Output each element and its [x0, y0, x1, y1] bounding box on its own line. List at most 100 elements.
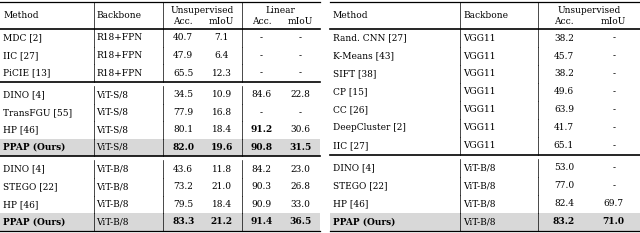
Text: -: - [612, 34, 615, 43]
Text: VGG11: VGG11 [463, 105, 495, 114]
Text: mIoU: mIoU [209, 17, 234, 26]
Text: VGG11: VGG11 [463, 141, 495, 150]
Text: Backbone: Backbone [463, 11, 508, 20]
Text: R18+FPN: R18+FPN [96, 33, 142, 42]
Text: 6.4: 6.4 [214, 51, 228, 60]
Text: 38.2: 38.2 [554, 69, 574, 79]
Text: -: - [612, 141, 615, 150]
Text: 65.5: 65.5 [173, 69, 193, 78]
Text: Unsupervised: Unsupervised [171, 6, 234, 15]
Text: 90.8: 90.8 [250, 143, 273, 152]
Text: 82.0: 82.0 [172, 143, 194, 152]
Text: Method: Method [3, 11, 38, 20]
Text: -: - [260, 69, 263, 78]
Text: 16.8: 16.8 [212, 108, 232, 117]
Text: CC [26]: CC [26] [333, 105, 368, 114]
Text: Acc.: Acc. [173, 17, 193, 26]
Text: 65.1: 65.1 [554, 141, 574, 150]
Text: 79.5: 79.5 [173, 200, 193, 209]
Text: ViT-B/8: ViT-B/8 [96, 217, 129, 226]
Text: 38.2: 38.2 [554, 34, 574, 43]
Text: 7.1: 7.1 [214, 33, 228, 42]
Text: Backbone: Backbone [96, 11, 141, 20]
Text: VGG11: VGG11 [463, 34, 495, 43]
Text: PPAP (Ours): PPAP (Ours) [3, 143, 65, 152]
Text: 22.8: 22.8 [290, 90, 310, 99]
Text: Acc.: Acc. [252, 17, 271, 26]
Text: ViT-S/8: ViT-S/8 [96, 90, 128, 99]
Text: VGG11: VGG11 [463, 123, 495, 132]
Text: 10.9: 10.9 [212, 90, 232, 99]
Text: HP [46]: HP [46] [333, 199, 368, 208]
Text: 31.5: 31.5 [289, 143, 311, 152]
Text: -: - [612, 181, 615, 190]
Text: ViT-B/8: ViT-B/8 [96, 182, 129, 191]
Text: 40.7: 40.7 [173, 33, 193, 42]
Text: -: - [298, 108, 301, 117]
Text: -: - [612, 69, 615, 79]
Text: 47.9: 47.9 [173, 51, 193, 60]
Text: Rand. CNN [27]: Rand. CNN [27] [333, 34, 406, 43]
Text: Method: Method [333, 11, 368, 20]
Text: 82.4: 82.4 [554, 199, 574, 208]
Text: -: - [612, 123, 615, 132]
Text: 83.2: 83.2 [553, 217, 575, 226]
Text: MDC [2]: MDC [2] [3, 33, 42, 42]
Text: ViT-B/8: ViT-B/8 [96, 165, 129, 174]
Text: 49.6: 49.6 [554, 87, 574, 96]
Text: ViT-B/8: ViT-B/8 [463, 163, 495, 172]
Text: 90.9: 90.9 [252, 200, 271, 209]
Bar [0, 213, 320, 231]
Text: K-Means [43]: K-Means [43] [333, 51, 394, 61]
Text: 84.6: 84.6 [252, 90, 271, 99]
Text: 80.1: 80.1 [173, 125, 193, 134]
Text: Unsupervised: Unsupervised [557, 6, 620, 15]
Text: 30.6: 30.6 [290, 125, 310, 134]
Text: -: - [260, 33, 263, 42]
Text: 43.6: 43.6 [173, 165, 193, 174]
Text: 84.2: 84.2 [252, 165, 271, 174]
Bar [330, 213, 640, 231]
Text: ViT-B/8: ViT-B/8 [463, 181, 495, 190]
Text: ViT-B/8: ViT-B/8 [463, 199, 495, 208]
Text: STEGO [22]: STEGO [22] [3, 182, 58, 191]
Text: 18.4: 18.4 [212, 200, 232, 209]
Bar [0, 139, 320, 156]
Text: 23.0: 23.0 [290, 165, 310, 174]
Text: 91.2: 91.2 [250, 125, 273, 134]
Text: PPAP (Ours): PPAP (Ours) [3, 217, 65, 226]
Text: TransFGU [55]: TransFGU [55] [3, 108, 72, 117]
Text: VGG11: VGG11 [463, 69, 495, 79]
Text: 77.0: 77.0 [554, 181, 574, 190]
Text: CP [15]: CP [15] [333, 87, 367, 96]
Text: Acc.: Acc. [554, 17, 574, 26]
Text: R18+FPN: R18+FPN [96, 51, 142, 60]
Text: IIC [27]: IIC [27] [3, 51, 38, 60]
Text: -: - [612, 163, 615, 172]
Text: DINO [4]: DINO [4] [3, 90, 45, 99]
Text: HP [46]: HP [46] [3, 200, 38, 209]
Text: 71.0: 71.0 [603, 217, 625, 226]
Text: Linear: Linear [266, 6, 296, 15]
Text: ViT-S/8: ViT-S/8 [96, 143, 128, 152]
Text: mIoU: mIoU [601, 17, 627, 26]
Text: -: - [260, 51, 263, 60]
Text: VGG11: VGG11 [463, 51, 495, 61]
Text: -: - [612, 87, 615, 96]
Text: 83.3: 83.3 [172, 217, 195, 226]
Text: VGG11: VGG11 [463, 87, 495, 96]
Text: 21.0: 21.0 [212, 182, 232, 191]
Text: 45.7: 45.7 [554, 51, 574, 61]
Text: -: - [298, 51, 301, 60]
Text: SIFT [38]: SIFT [38] [333, 69, 376, 79]
Text: mIoU: mIoU [287, 17, 313, 26]
Text: STEGO [22]: STEGO [22] [333, 181, 387, 190]
Text: 12.3: 12.3 [212, 69, 232, 78]
Text: 33.0: 33.0 [290, 200, 310, 209]
Text: DINO [4]: DINO [4] [333, 163, 374, 172]
Text: -: - [260, 108, 263, 117]
Text: R18+FPN: R18+FPN [96, 69, 142, 78]
Text: 34.5: 34.5 [173, 90, 193, 99]
Text: ViT-S/8: ViT-S/8 [96, 108, 128, 117]
Text: 18.4: 18.4 [212, 125, 232, 134]
